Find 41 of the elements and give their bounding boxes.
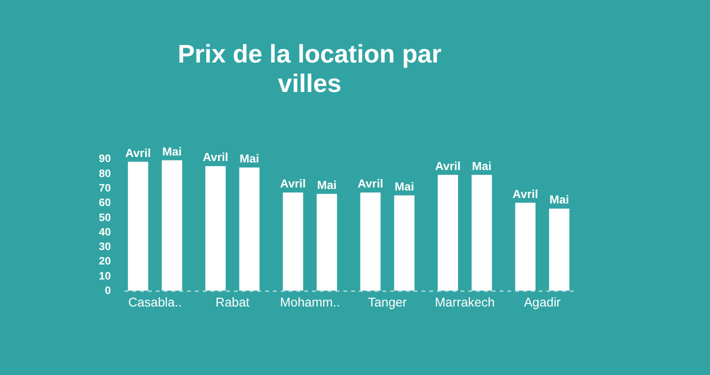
y-tick-label: 60	[98, 197, 111, 210]
bar	[162, 160, 182, 291]
chart-title: Prix de la location par villes	[178, 40, 442, 98]
series-label: Mai	[240, 152, 260, 166]
y-tick-label: 90	[98, 153, 111, 166]
bar	[549, 208, 570, 291]
bar	[360, 192, 381, 291]
bar	[316, 194, 338, 291]
bar	[394, 195, 414, 291]
y-tick-label: 80	[98, 168, 111, 180]
text: Avril	[280, 178, 306, 191]
y-tick-label: 20	[98, 256, 111, 268]
bar	[128, 162, 148, 291]
bar	[239, 168, 260, 291]
x-tick-label: Agadir	[524, 296, 562, 310]
text: Mai	[317, 179, 337, 192]
bar	[205, 166, 226, 291]
y-tick-label: 10	[98, 270, 111, 282]
bar	[282, 192, 304, 291]
y-tick-label: 70	[98, 182, 111, 194]
x-tick-label: Tanger	[368, 296, 408, 310]
bar	[472, 174, 492, 291]
y-tick-label: 40	[98, 226, 111, 238]
x-tick-label: Rabat	[216, 296, 250, 310]
bar	[438, 174, 458, 291]
series-label: Avril	[125, 146, 151, 160]
text: Mai	[162, 145, 182, 158]
x-tick-label: Marrakech	[434, 296, 495, 310]
text: Avril	[358, 178, 384, 191]
y-tick-label: 30	[98, 241, 111, 254]
text: Mai	[549, 194, 569, 207]
y-tick-label: 50	[98, 212, 111, 224]
text: Mai	[394, 180, 414, 194]
text: Avril	[435, 160, 461, 174]
x-tick-label: Casabla..	[128, 296, 182, 310]
y-tick-label: 0	[104, 285, 111, 298]
bar	[515, 202, 536, 291]
x-tick-label: Mohamm..	[280, 296, 340, 310]
text: Mai	[472, 160, 492, 174]
text: Avril	[202, 151, 228, 164]
text: Avril	[512, 188, 538, 201]
